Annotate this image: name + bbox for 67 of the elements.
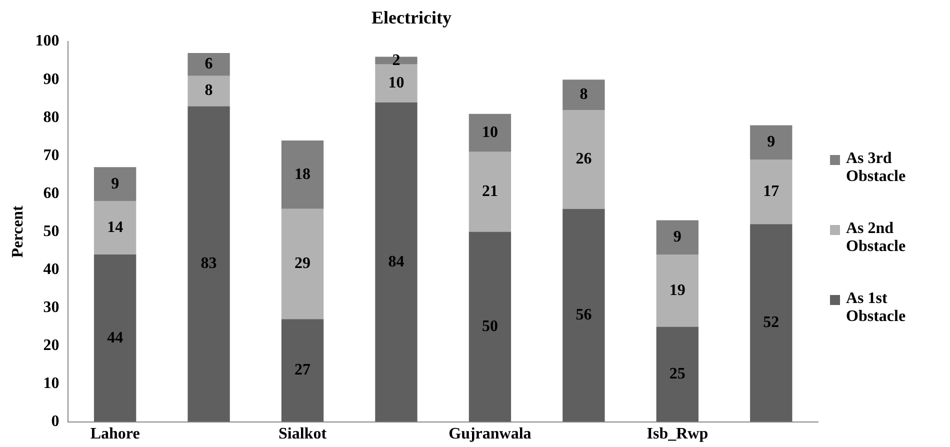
legend-label: As 2nd Obstacle — [846, 220, 907, 256]
data-label: 29 — [294, 255, 311, 272]
bar — [188, 106, 230, 422]
data-label: 9 — [767, 133, 776, 150]
y-tick-label: 70 — [43, 146, 60, 164]
x-tick-label: Sialkot — [278, 426, 328, 443]
y-tick-label: 60 — [43, 184, 60, 202]
bar — [562, 208, 605, 422]
data-label: 2 — [392, 52, 400, 69]
y-tick-label: 40 — [43, 260, 60, 278]
bar — [281, 208, 324, 320]
bar — [188, 53, 230, 76]
bar — [750, 224, 792, 422]
bar — [468, 114, 512, 152]
bar — [656, 254, 698, 327]
bar — [281, 319, 324, 422]
bar — [468, 152, 512, 232]
data-label: 10 — [388, 74, 404, 92]
bar — [375, 64, 418, 102]
data-label: 9 — [673, 228, 682, 246]
data-label: 25 — [669, 365, 686, 382]
bar — [750, 159, 792, 224]
bar — [94, 167, 136, 202]
data-label: 6 — [204, 56, 213, 73]
x-tick-label: Isb_Rwp — [646, 426, 708, 443]
y-tick-label: 10 — [43, 374, 60, 392]
x-tick-label: Lahore — [90, 426, 140, 443]
chart-title: Electricity — [372, 7, 452, 28]
data-label: 8 — [204, 82, 213, 100]
y-tick-label: 50 — [43, 222, 60, 240]
data-label: 17 — [763, 182, 780, 200]
bar — [562, 80, 605, 110]
y-tick-label: 30 — [43, 298, 60, 316]
y-tick-label: 90 — [43, 70, 60, 88]
data-label: 18 — [294, 166, 311, 183]
data-label: 8 — [580, 86, 588, 103]
bar — [656, 220, 698, 255]
y-tick-label: 80 — [43, 108, 60, 126]
y-tick-label: 100 — [35, 32, 60, 50]
data-label: 19 — [669, 282, 686, 299]
bar — [281, 140, 324, 209]
data-label: 83 — [200, 255, 217, 272]
x-tick-label: Gujranwala — [448, 426, 532, 443]
data-label: 14 — [107, 219, 124, 236]
data-label: 52 — [763, 314, 780, 332]
data-label: 21 — [482, 182, 498, 200]
data-label: 26 — [576, 150, 592, 168]
y-tick-label: 20 — [43, 336, 60, 354]
legend-label: As 3rd Obstacle — [846, 150, 907, 186]
bar — [94, 254, 136, 422]
bar — [188, 76, 230, 106]
bar — [656, 326, 698, 422]
data-label: 84 — [388, 253, 404, 270]
bar — [468, 232, 512, 422]
legend-label: As 1st Obstacle — [846, 290, 907, 326]
bar — [562, 110, 605, 209]
bar — [750, 125, 792, 160]
data-label: 10 — [482, 124, 498, 141]
data-label: 44 — [107, 329, 124, 346]
bar — [375, 102, 418, 422]
data-label: 9 — [111, 175, 120, 192]
data-label: 56 — [576, 306, 592, 324]
data-label: 27 — [294, 362, 311, 379]
y-tick-label: 0 — [51, 412, 60, 430]
data-label: 50 — [482, 318, 498, 335]
bar — [94, 201, 136, 255]
y-axis-title: Percent — [10, 204, 27, 258]
